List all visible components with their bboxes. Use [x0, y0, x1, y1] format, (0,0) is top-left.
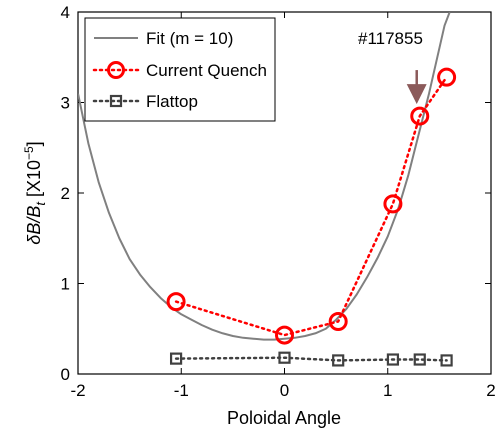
- y-axis-label-sub: t: [33, 201, 48, 206]
- y-tick-label: 0: [61, 365, 70, 384]
- data-point-square: [386, 353, 400, 366]
- legend: Fit (m = 10) Current Quench Flattop: [84, 17, 276, 122]
- y-axis-label: δB/Bt [X10−5]: [22, 141, 48, 244]
- x-tick-label: 0: [280, 381, 289, 400]
- legend-cq-label: Current Quench: [146, 61, 267, 80]
- y-axis-label-close: ]: [24, 141, 44, 146]
- y-tick-label: 1: [61, 275, 70, 294]
- data-point-circle: [437, 67, 457, 87]
- marker-layer: [166, 67, 457, 367]
- y-axis-label-unit: [X10: [24, 160, 44, 202]
- x-axis-label: Poloidal Angle: [227, 408, 341, 428]
- legend-box: [84, 17, 276, 122]
- data-point-circle: [410, 106, 430, 126]
- data-point-circle: [275, 325, 294, 345]
- data-point-circle: [328, 312, 348, 332]
- data-point-square: [440, 354, 453, 367]
- series-line-0: [78, 12, 451, 341]
- data-point-circle: [166, 292, 186, 312]
- data-point-circle: [383, 194, 403, 214]
- y-tick-label: 2: [61, 184, 70, 203]
- legend-fit-label: Fit (m = 10): [146, 29, 233, 48]
- legend-cq-marker: [107, 61, 125, 79]
- y-tick-label: 3: [61, 94, 70, 113]
- y-axis-ticks: 0 1 2 3 4: [61, 3, 491, 384]
- x-tick-label: -2: [70, 381, 85, 400]
- data-point-square: [332, 354, 345, 367]
- data-point-square: [278, 351, 291, 364]
- shot-number-annotation: #117855: [358, 29, 423, 48]
- x-axis-ticks: -2 -1 0 1 2: [70, 12, 496, 400]
- x-tick-label: 2: [486, 381, 495, 400]
- x-tick-label: 1: [383, 381, 392, 400]
- y-axis-label-exp: −5: [22, 146, 36, 160]
- data-point-square: [413, 353, 426, 366]
- y-axis-label-main: δB/B: [24, 206, 44, 245]
- y-tick-label: 4: [61, 3, 70, 22]
- legend-flattop-marker: [109, 94, 123, 108]
- data-point-square: [169, 352, 183, 365]
- x-tick-label: -1: [174, 381, 189, 400]
- legend-flattop-label: Flattop: [146, 92, 198, 111]
